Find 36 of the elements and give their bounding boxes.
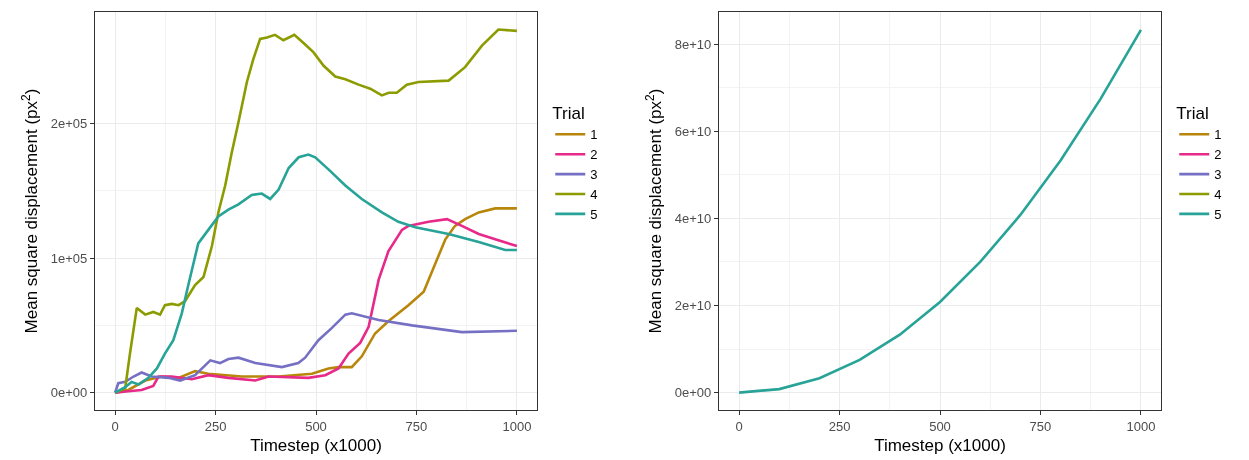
y-tick-label: 2e+10 [674,298,712,314]
x-tick-label: 0 [111,418,119,434]
x-tick-label: 250 [828,418,851,434]
legend-label: 3 [1214,167,1222,183]
x-tick-label: 750 [1029,418,1052,434]
y-tick-label: 6e+10 [674,123,712,139]
x-tick-label: 500 [305,418,327,434]
legend-label: 5 [1214,206,1222,222]
x-tick-label: 1000 [502,418,532,434]
line-series [113,311,519,394]
legend-label: 2 [1214,147,1222,163]
legend-title: Trial [552,104,585,124]
legend-label: 4 [1214,187,1222,203]
legend-label: 4 [590,187,598,203]
x-axis-title: Timestep (x1000) [250,436,382,456]
y-tick-label: 2e+05 [50,116,88,132]
x-tick-label: 500 [929,418,951,434]
y-tick-label: 1e+05 [50,250,88,266]
x-tick-label: 250 [204,418,227,434]
legend-label: 1 [1214,127,1222,143]
line-series [113,153,519,394]
x-tick-label: 750 [405,418,428,434]
legend-label: 2 [590,147,598,163]
x-tick-label: 1000 [1126,418,1156,434]
y-tick-label: 4e+10 [674,210,712,226]
legend-label: 1 [590,127,598,143]
y-tick-label: 0e+00 [50,385,88,401]
legend-label: 5 [590,206,598,222]
line-series [737,28,1143,394]
legend-label: 3 [590,167,598,183]
y-tick-label: 0e+00 [674,385,712,401]
x-tick-label: 0 [735,418,743,434]
legend-title: Trial [1176,104,1209,124]
x-axis-title: Timestep (x1000) [874,436,1006,456]
y-tick-label: 8e+10 [674,36,712,52]
line-series [113,28,519,394]
